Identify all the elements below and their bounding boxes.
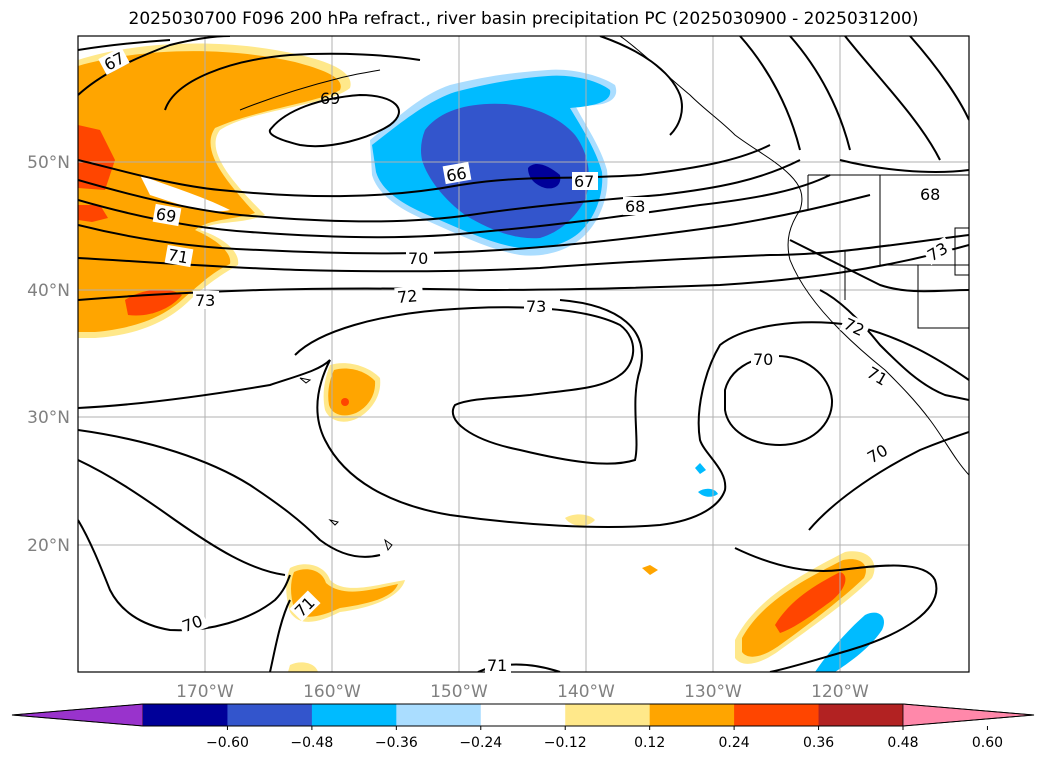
colorbar-tick-label: −0.12 [544, 735, 587, 751]
contour-label: 71 [487, 656, 507, 675]
colorbar-bin [818, 704, 904, 726]
colorbar-outline [11, 703, 1035, 727]
colorbar-bin [734, 704, 820, 726]
map-title: 2025030700 F096 200 hPa refract., river … [128, 9, 919, 29]
lat-label-20n: 20°N [27, 536, 70, 556]
map-area [78, 36, 969, 672]
colorbar-bin [227, 704, 313, 726]
contour-label: 70 [753, 350, 773, 369]
lon-label-160w: 160°W [303, 682, 361, 702]
lon-label-170w: 170°W [176, 682, 234, 702]
colorbar: −0.60 −0.48 −0.36 −0.24 −0.12 0.12 0.24 0.36 0.4… [11, 703, 1035, 751]
longitude-labels: 170°W 160°W 150°W 140°W 130°W 120°W [176, 682, 869, 702]
latitude-labels: 50°N 40°N 30°N 20°N [27, 153, 70, 556]
contour-label: 66 [445, 163, 468, 185]
colorbar-tick-label: −0.24 [459, 735, 502, 751]
map-border [77, 35, 970, 673]
lat-label-40n: 40°N [27, 281, 70, 301]
colorbar-tick-label: −0.48 [290, 735, 333, 751]
shading-positive-small [286, 363, 658, 672]
colorbar-tick-label: 0.60 [972, 735, 1003, 751]
colorbar-tick-label: −0.60 [206, 735, 249, 751]
contour-label: 70 [408, 249, 428, 268]
contour-label: 69 [320, 89, 340, 108]
colorbar-tick-label: −0.36 [375, 735, 418, 751]
lon-label-150w: 150°W [430, 682, 488, 702]
contour-label: 67 [574, 172, 594, 191]
lat-label-30n: 30°N [27, 408, 70, 428]
colorbar-extend-low [11, 703, 144, 727]
lat-label-50n: 50°N [27, 153, 70, 173]
contour-label: 69 [154, 204, 177, 226]
lon-label-120w: 120°W [811, 682, 869, 702]
colorbar-bin [396, 704, 482, 726]
colorbar-tick-label: 0.36 [803, 735, 834, 751]
lon-label-130w: 130°W [684, 682, 742, 702]
contour-label: 68 [920, 185, 940, 204]
colorbar-bin [143, 704, 228, 726]
colorbar-tick-label: 0.24 [719, 735, 750, 751]
colorbar-bin [649, 704, 735, 726]
lon-label-140w: 140°W [557, 682, 615, 702]
colorbar-bin [565, 704, 651, 726]
colorbar-tick-label: 0.12 [634, 735, 665, 751]
contours [78, 36, 969, 672]
contour-label: 68 [625, 197, 645, 216]
contour-label: 72 [396, 286, 418, 307]
colorbar-bin [311, 704, 397, 726]
colorbar-extend-high [902, 703, 1035, 727]
contour-label: 71 [166, 245, 189, 267]
contour-label: 73 [526, 297, 546, 316]
contour-label: 73 [195, 291, 215, 310]
colorbar-bin [480, 704, 566, 726]
colorbar-tick-label: 0.48 [887, 735, 918, 751]
